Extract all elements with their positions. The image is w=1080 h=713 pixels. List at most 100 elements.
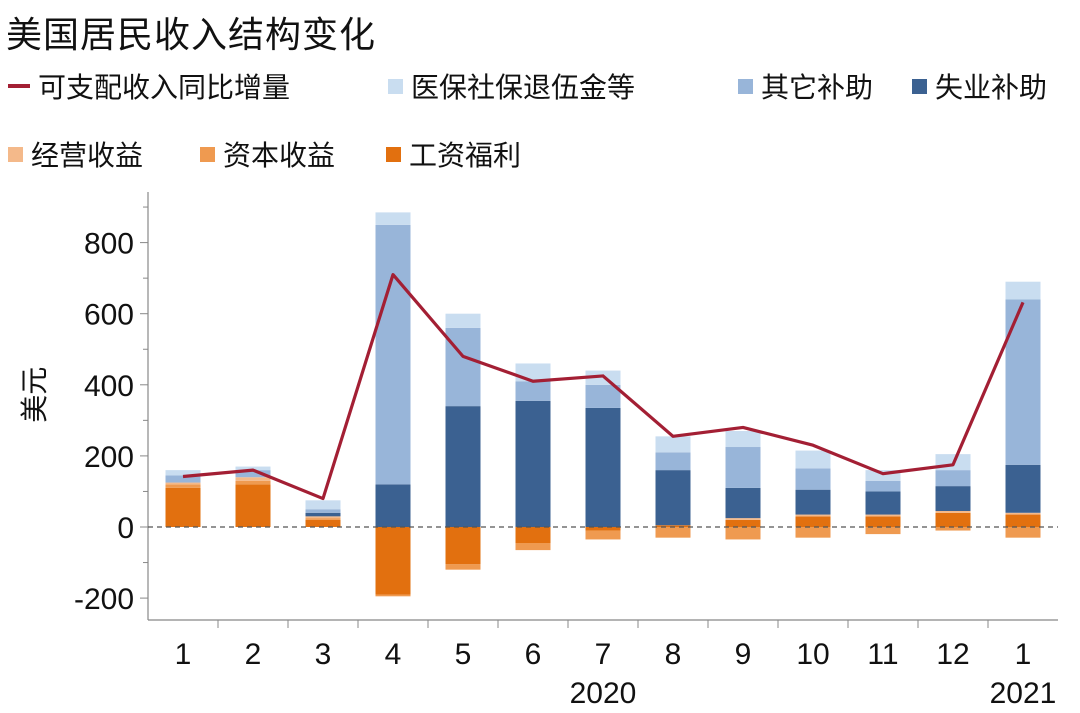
- chart-title: 美国居民收入结构变化: [6, 15, 377, 56]
- x-tick-label: 6: [525, 638, 542, 671]
- legend-box-swatch: [200, 146, 215, 162]
- bar-segment: [655, 452, 691, 471]
- bar-segment: [445, 406, 481, 527]
- x-tick-label: 1: [1015, 638, 1032, 671]
- bar-segment: [725, 519, 761, 527]
- x-tick-label: 7: [595, 638, 612, 671]
- x-tick-label: 2: [245, 638, 262, 671]
- legend-label: 可支配收入同比增量: [38, 71, 291, 104]
- bar-segment: [935, 511, 971, 513]
- x-tick-label: 5: [455, 638, 472, 671]
- bar-segment: [655, 525, 691, 527]
- bar-segment: [375, 484, 411, 527]
- bar-segment: [515, 527, 551, 543]
- bar-segment: [585, 407, 621, 527]
- bar-segment: [585, 530, 621, 540]
- bar-segment: [305, 512, 341, 517]
- bar-segment: [935, 470, 971, 487]
- bar-segment: [235, 484, 271, 527]
- legend-box-swatch: [386, 146, 401, 162]
- legend-item-disposable-income: 可支配收入同比增量: [8, 66, 290, 106]
- bar-segment: [235, 480, 271, 485]
- bar-segment: [655, 527, 691, 538]
- legend-label: 医保社保退伍金等: [411, 71, 636, 104]
- legend-label: 资本收益: [223, 139, 336, 172]
- bar-segment: [1005, 512, 1041, 515]
- legend-item-social-benefits: 医保社保退伍金等: [388, 66, 635, 106]
- y-tick-label: -200: [74, 583, 134, 616]
- bar-segment: [865, 527, 901, 535]
- legend-item-unemployment: 失业补助: [912, 66, 1047, 106]
- x-tick-label: 1: [175, 638, 192, 671]
- legend-box-swatch: [738, 78, 753, 94]
- legend-label: 工资福利: [409, 139, 522, 172]
- bar-segment: [935, 486, 971, 512]
- bar-segment: [655, 470, 691, 526]
- bar-segment: [795, 514, 831, 517]
- bar-segment: [725, 447, 761, 488]
- bar-segment: [165, 482, 201, 485]
- bar-segment: [585, 384, 621, 408]
- bar-segment: [165, 470, 201, 476]
- bar-segment: [445, 564, 481, 570]
- x-tick-label: 11: [867, 638, 898, 671]
- bar-segment: [865, 491, 901, 515]
- legend-box-swatch: [388, 78, 403, 94]
- bar-segment: [795, 489, 831, 515]
- bar-segment: [445, 313, 481, 328]
- legend-item-business-income: 经营收益: [8, 134, 143, 174]
- bar-segment: [375, 594, 411, 597]
- bar-segment: [305, 518, 341, 520]
- bar-segment: [935, 512, 971, 527]
- x-tick-label: 3: [315, 638, 332, 671]
- legend-item-capital-income: 资本收益: [200, 134, 335, 174]
- bar-segment: [375, 224, 411, 485]
- bar-segment: [935, 527, 971, 531]
- legend-box-swatch: [8, 146, 23, 162]
- bar-segment: [1005, 527, 1041, 538]
- bar-segment: [795, 468, 831, 490]
- year-label: 2021: [990, 677, 1057, 710]
- legend-line-swatch: [8, 84, 30, 88]
- y-tick-label: 800: [84, 228, 134, 261]
- bar-segment: [1005, 514, 1041, 527]
- bar-segment: [305, 516, 341, 519]
- y-axis-label: 美元: [18, 367, 51, 423]
- bar-segment: [725, 527, 761, 540]
- legend-label: 其它补助: [761, 71, 874, 104]
- bar-segment: [795, 527, 831, 538]
- bar-segment: [655, 436, 691, 453]
- bar-segment: [515, 542, 551, 551]
- bar-segment: [515, 381, 551, 401]
- bar-segment: [165, 484, 201, 488]
- bar-segment: [795, 450, 831, 469]
- x-tick-label: 10: [796, 638, 829, 671]
- bar-segment: [1005, 281, 1041, 300]
- bar-segment: [725, 487, 761, 519]
- bar-segment: [865, 480, 901, 492]
- y-tick-label: 400: [84, 370, 134, 403]
- bar-segment: [725, 431, 761, 448]
- bar-segment: [795, 516, 831, 527]
- bar-segment: [165, 487, 201, 527]
- bar-segment: [235, 477, 271, 481]
- legend-label: 失业补助: [935, 71, 1048, 104]
- bar-segment: [375, 527, 411, 595]
- bar-segment: [235, 470, 271, 478]
- legend-item-other-subsidies: 其它补助: [738, 66, 873, 106]
- bar-segment: [235, 466, 271, 471]
- x-tick-label: 4: [385, 638, 402, 671]
- bar-segment: [725, 518, 761, 520]
- bar-segment: [165, 475, 201, 483]
- y-tick-label: 600: [84, 299, 134, 332]
- bar-segment: [445, 527, 481, 565]
- x-tick-label: 9: [735, 638, 752, 671]
- legend-item-wages: 工资福利: [386, 134, 521, 174]
- bar-segment: [1005, 299, 1041, 465]
- bar-segment: [1005, 464, 1041, 513]
- bar-segment: [305, 500, 341, 510]
- bar-segment: [865, 470, 901, 481]
- bar-segment: [585, 527, 621, 531]
- y-tick-label: 0: [117, 512, 134, 545]
